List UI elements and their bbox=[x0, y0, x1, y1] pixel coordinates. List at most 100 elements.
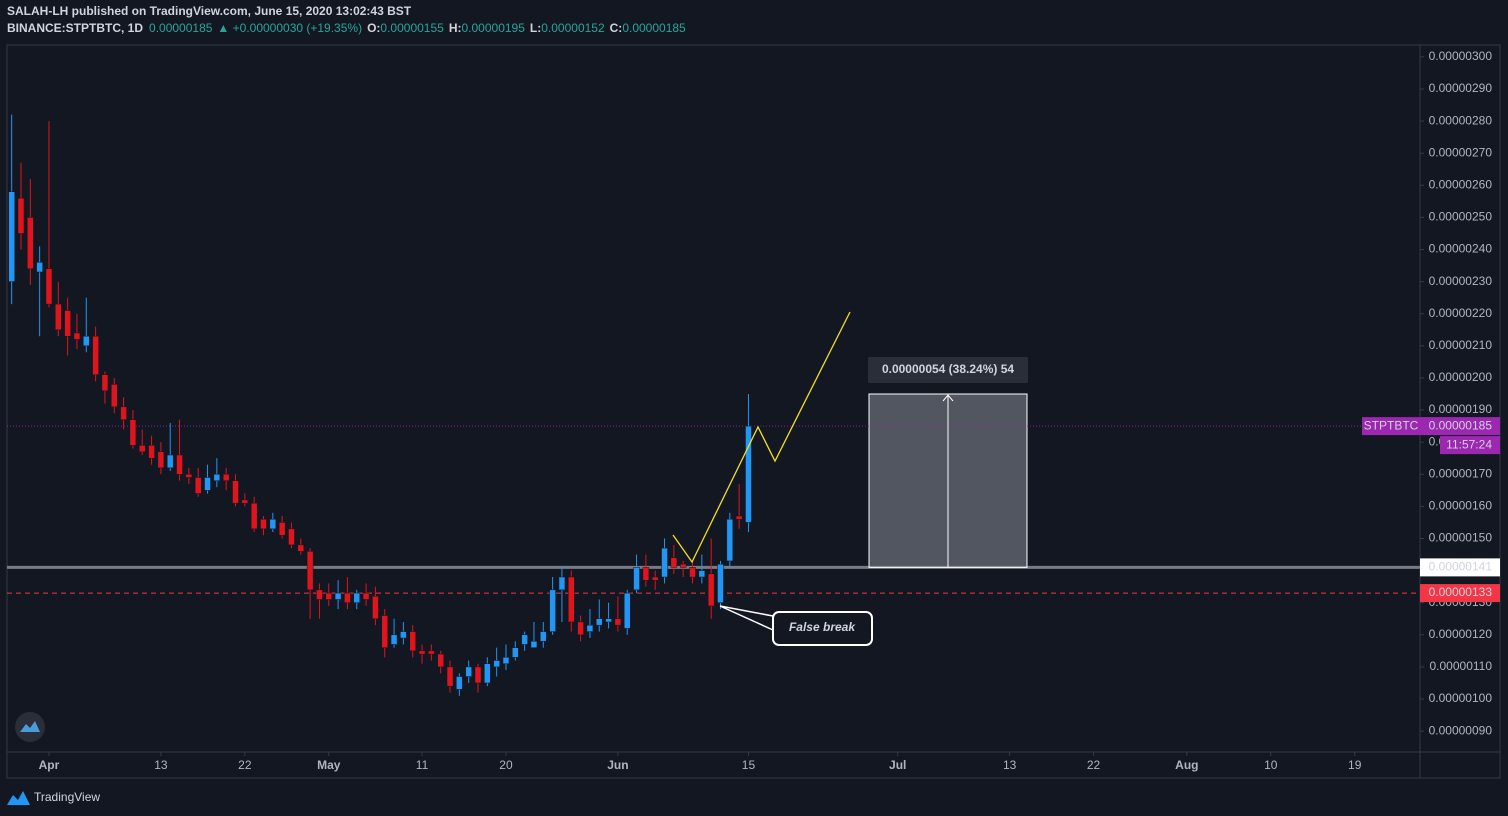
y-tick-label: 0.00000300 bbox=[1429, 49, 1493, 63]
candle-body bbox=[213, 474, 221, 481]
y-tick-label: 0.00000160 bbox=[1429, 499, 1493, 513]
candle-body bbox=[726, 518, 734, 562]
candle-body bbox=[232, 480, 239, 504]
candle-body bbox=[586, 624, 594, 632]
ohlc-value: 0.00000185 bbox=[622, 21, 686, 35]
level-label-box bbox=[1420, 558, 1500, 577]
y-tick-label: 0.00000090 bbox=[1429, 723, 1493, 737]
y-tick-label: 0.00000210 bbox=[1429, 338, 1493, 352]
widget-border bbox=[6, 44, 1501, 779]
y-tick-label: 0.00000170 bbox=[1429, 466, 1493, 480]
x-tick-label: 10 bbox=[1264, 758, 1278, 772]
candle-body bbox=[83, 335, 90, 347]
candle-body bbox=[698, 570, 706, 578]
candle-body bbox=[437, 653, 444, 668]
candle-body bbox=[316, 589, 323, 600]
candle-body bbox=[381, 615, 388, 648]
candle-body bbox=[717, 563, 724, 603]
ohlc-key: O: bbox=[367, 21, 380, 35]
x-tick-label: 20 bbox=[499, 758, 513, 772]
symbol-line: BINANCE:STPTBTC, 1D 0.00000185 ▲ +0.000000… bbox=[7, 21, 686, 35]
x-tick-label: Aug bbox=[1175, 758, 1198, 772]
candle-body bbox=[474, 666, 482, 684]
publisher: SALAH-LH published on TradingView.com, J… bbox=[7, 4, 412, 18]
y-tick-label: 0.00000290 bbox=[1429, 81, 1493, 95]
candle-body bbox=[278, 522, 286, 536]
annotation: False break bbox=[789, 620, 856, 634]
candle-body bbox=[633, 567, 640, 591]
candle-body bbox=[651, 576, 659, 581]
y-tick-label: 0.00000250 bbox=[1429, 210, 1493, 224]
y-tick-label: 0.00000240 bbox=[1429, 242, 1493, 256]
candle-body bbox=[45, 268, 53, 305]
candle-body bbox=[679, 563, 687, 568]
candle-body bbox=[558, 576, 566, 591]
ohlc-value: 0.00000195 bbox=[462, 21, 526, 35]
candle-body bbox=[623, 592, 631, 629]
candle-body bbox=[111, 384, 118, 408]
candle-body bbox=[549, 589, 556, 632]
last: 0.00000185 bbox=[149, 21, 213, 35]
ohlc-value: 0.00000152 bbox=[541, 21, 605, 35]
x-tick-label: 13 bbox=[154, 758, 168, 772]
candle-body bbox=[465, 666, 472, 677]
candle-body bbox=[8, 191, 15, 282]
x-tick-label: Jul bbox=[889, 758, 906, 772]
candle-body bbox=[334, 592, 342, 600]
candle-body bbox=[27, 217, 34, 270]
candle-body bbox=[530, 640, 538, 648]
x-tick-label: 22 bbox=[1087, 758, 1101, 772]
candle-body bbox=[241, 499, 249, 504]
x-tick-label: 19 bbox=[1348, 758, 1362, 772]
logo-badge[interactable] bbox=[15, 712, 45, 742]
candle-body bbox=[605, 618, 612, 623]
candle-body bbox=[222, 474, 230, 481]
candle-body bbox=[661, 547, 668, 578]
candle-body bbox=[372, 596, 379, 620]
candle-body bbox=[288, 528, 295, 546]
brand: TradingView bbox=[34, 790, 100, 804]
candle-body bbox=[735, 515, 743, 520]
x-tick-label: 13 bbox=[1003, 758, 1017, 772]
projection-path bbox=[672, 311, 851, 564]
y-tick-label: 0.00000270 bbox=[1429, 145, 1493, 159]
candle-body bbox=[689, 567, 696, 578]
candle-body bbox=[353, 592, 361, 603]
candle-body bbox=[512, 647, 519, 658]
candle-body bbox=[306, 551, 314, 591]
x-tick-label: May bbox=[317, 758, 341, 772]
candle-body bbox=[577, 621, 584, 636]
last-price-box bbox=[1420, 417, 1500, 436]
candle-body bbox=[707, 573, 715, 607]
x-tick-label: Jun bbox=[607, 758, 628, 772]
level-label: 0.00000141 bbox=[1429, 560, 1493, 574]
y-tick-label: 0.00000220 bbox=[1429, 306, 1493, 320]
logo-icon bbox=[20, 721, 40, 732]
candle-body bbox=[642, 567, 650, 581]
ohlc-key: H: bbox=[449, 21, 462, 35]
candle-body bbox=[148, 445, 155, 459]
y-tick-label: 0.00000200 bbox=[1429, 370, 1493, 384]
x-tick-label: 15 bbox=[742, 758, 756, 772]
candle-body bbox=[260, 518, 267, 530]
level-label: 0.00000133 bbox=[1429, 585, 1493, 599]
candle-body bbox=[502, 657, 510, 664]
ohlc-value: 0.00000155 bbox=[380, 21, 444, 35]
candle-body bbox=[17, 197, 25, 234]
candle-body bbox=[670, 557, 678, 568]
candle-body bbox=[325, 592, 333, 600]
candle-body bbox=[157, 451, 165, 469]
candle-body bbox=[418, 650, 426, 655]
candle-body bbox=[614, 618, 622, 626]
candle-body bbox=[64, 310, 71, 337]
change: ▲ +0.00000030 (+19.35%) bbox=[217, 21, 362, 35]
y-tick-label: 0.00000280 bbox=[1429, 113, 1493, 127]
callout-pointer bbox=[719, 605, 774, 632]
candle-body bbox=[745, 425, 752, 523]
y-tick-label: 0.00000190 bbox=[1429, 402, 1493, 416]
x-tick-label: 22 bbox=[238, 758, 252, 772]
countdown-box bbox=[1440, 436, 1500, 455]
symbol: BINANCE:STPTBTC, 1D bbox=[7, 21, 143, 35]
candle-body bbox=[194, 477, 202, 494]
